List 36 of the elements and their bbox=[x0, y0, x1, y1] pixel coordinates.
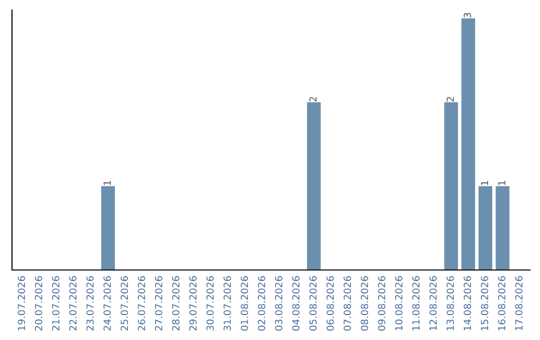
x-tick-label: 02.08.2026 bbox=[258, 276, 266, 331]
x-tick-label: 20.07.2026 bbox=[34, 276, 42, 331]
x-tick-label: 17.08.2026 bbox=[515, 276, 523, 330]
data-label: 2 bbox=[309, 97, 317, 102]
x-tick-label: 27.07.2026 bbox=[154, 276, 162, 331]
x-tick-label: 16.08.2026 bbox=[498, 276, 506, 330]
data-label: 2 bbox=[446, 97, 454, 102]
x-tick-label: 01.08.2026 bbox=[240, 276, 248, 331]
x-tick-label: 30.07.2026 bbox=[206, 276, 214, 330]
x-tick-label: 15.08.2026 bbox=[480, 276, 488, 330]
x-tick-label: 04.08.2026 bbox=[292, 276, 300, 331]
x-tick-label: 10.08.2026 bbox=[395, 276, 402, 330]
x-tick-label: 08.08.2026 bbox=[360, 276, 368, 331]
x-tick-label: 11.08.2026 bbox=[412, 276, 420, 330]
data-label: 1 bbox=[498, 180, 506, 186]
data-label: 1 bbox=[104, 180, 111, 186]
x-tick-label: 23.07.2026 bbox=[86, 276, 94, 331]
x-tick-label: 25.07.2026 bbox=[120, 276, 128, 331]
x-tick-label: 24.07.2026 bbox=[104, 276, 111, 331]
x-tick-label: 09.08.2026 bbox=[378, 276, 386, 331]
x-tick-label: 19.07.2026 bbox=[18, 276, 26, 330]
x-tick-label: 12.08.2026 bbox=[429, 276, 437, 330]
data-label: 3 bbox=[464, 12, 472, 18]
x-tick-label: 06.08.2026 bbox=[326, 276, 334, 331]
x-tick-label: 07.08.2026 bbox=[344, 276, 352, 331]
x-tick-label: 13.08.2026 bbox=[446, 276, 454, 330]
x-tick-label: 31.07.2026 bbox=[224, 276, 231, 330]
x-tick-label: 22.07.2026 bbox=[69, 276, 77, 331]
x-tick-label: 28.07.2026 bbox=[172, 276, 180, 331]
x-tick-label: 14.08.2026 bbox=[464, 276, 472, 330]
x-tick-label: 03.08.2026 bbox=[275, 276, 282, 331]
data-label: 1 bbox=[481, 180, 488, 186]
x-tick-label: 29.07.2026 bbox=[189, 276, 197, 331]
x-tick-label: 05.08.2026 bbox=[309, 276, 317, 331]
x-tick-label: 26.07.2026 bbox=[138, 276, 146, 331]
x-tick-label: 21.07.2026 bbox=[52, 276, 60, 331]
